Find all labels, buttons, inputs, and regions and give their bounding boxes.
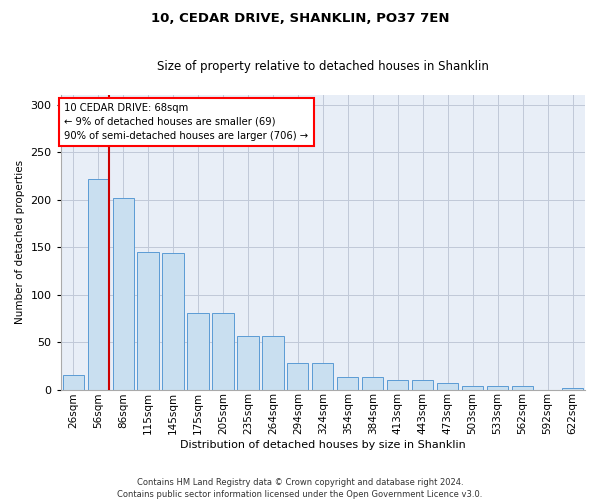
Text: 10, CEDAR DRIVE, SHANKLIN, PO37 7EN: 10, CEDAR DRIVE, SHANKLIN, PO37 7EN [151, 12, 449, 26]
Bar [462, 386, 483, 390]
Bar [113, 198, 134, 390]
Bar [412, 380, 433, 390]
Bar [88, 178, 109, 390]
Text: Contains HM Land Registry data © Crown copyright and database right 2024.
Contai: Contains HM Land Registry data © Crown c… [118, 478, 482, 499]
Bar [387, 380, 409, 390]
Bar [137, 252, 159, 390]
Bar [512, 386, 533, 390]
Bar [487, 386, 508, 390]
Bar [287, 363, 308, 390]
Bar [212, 312, 233, 390]
Text: 10 CEDAR DRIVE: 68sqm
← 9% of detached houses are smaller (69)
90% of semi-detac: 10 CEDAR DRIVE: 68sqm ← 9% of detached h… [64, 102, 308, 141]
Bar [437, 383, 458, 390]
Bar [163, 252, 184, 390]
Bar [238, 336, 259, 390]
Y-axis label: Number of detached properties: Number of detached properties [15, 160, 25, 324]
Bar [62, 376, 84, 390]
Bar [312, 363, 334, 390]
Bar [337, 377, 358, 390]
Bar [362, 377, 383, 390]
Title: Size of property relative to detached houses in Shanklin: Size of property relative to detached ho… [157, 60, 489, 73]
Bar [187, 312, 209, 390]
Bar [262, 336, 284, 390]
X-axis label: Distribution of detached houses by size in Shanklin: Distribution of detached houses by size … [180, 440, 466, 450]
Bar [562, 388, 583, 390]
